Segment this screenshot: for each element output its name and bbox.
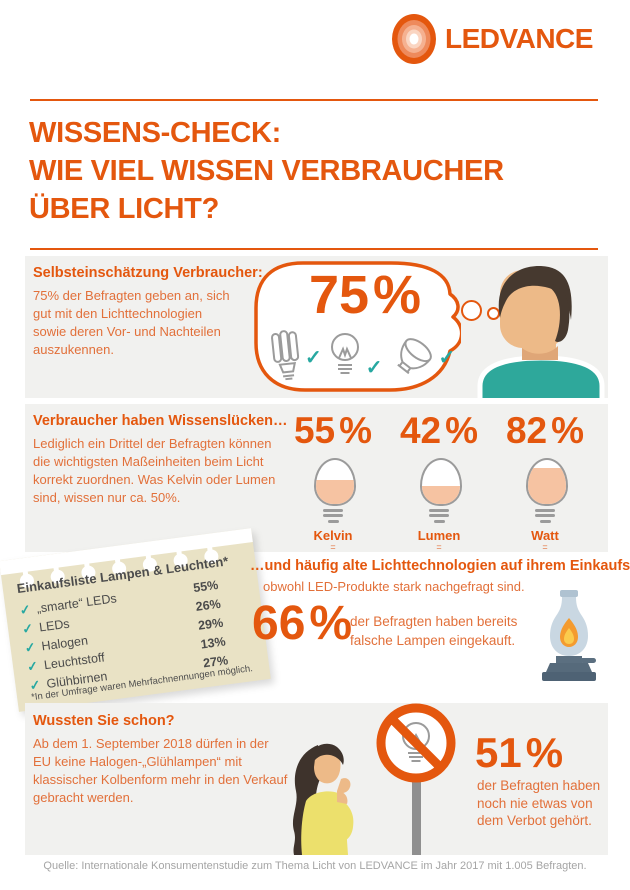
stat-kelvin: 55% Kelvin = Farbtemperatur xyxy=(275,410,391,552)
section1-body: 75% der Befragten geben an, sich gut mit… xyxy=(33,288,230,357)
checkmark-icon: ✓ xyxy=(305,347,322,369)
section-self-assessment: Selbsteinschätzung Verbraucher: 75% der … xyxy=(25,256,608,398)
title-divider xyxy=(30,248,598,250)
check-icon: ✓ xyxy=(21,619,34,637)
check-icon: ✓ xyxy=(23,638,37,656)
section-knowledge-gaps: Verbraucher haben Wissenslücken… Ledigli… xyxy=(25,404,608,552)
stat-meaning: Farbtemperatur xyxy=(275,552,391,553)
woman-illustration xyxy=(292,743,354,855)
thought-trail-circle xyxy=(487,307,500,320)
man-illustration xyxy=(477,265,605,398)
stat-value: 42% xyxy=(399,410,479,451)
check-icon: ✓ xyxy=(18,601,32,618)
bulb-gauge-icon xyxy=(420,458,462,523)
logo-wordmark: LEDVANCE xyxy=(445,23,593,54)
section2-heading: Verbraucher haben Wissenslücken… xyxy=(33,413,288,429)
section4-body: Ab dem 1. September 2018 dürfen in der E… xyxy=(33,736,288,805)
stat-unit: Watt xyxy=(531,527,559,543)
section3-subheading: obwohl LED-Produkte stark nachgefragt si… xyxy=(263,579,525,594)
stat-watt: 82% Watt = Energieverbrauch xyxy=(487,410,603,552)
stat-51-percent: 51% xyxy=(475,729,564,776)
check-icon: ✓ xyxy=(26,657,39,674)
bubble-stat: 75% xyxy=(308,265,422,325)
thought-trail-circle xyxy=(461,300,482,321)
incandescent-bulb-icon xyxy=(330,333,359,374)
source-note: Quelle: Internationale Konsumentenstudie… xyxy=(43,860,587,872)
stat-66-percent: 66% xyxy=(252,597,353,650)
bulb-gauge-icon xyxy=(314,458,356,523)
sign-pole xyxy=(412,777,421,855)
header-divider xyxy=(30,99,598,101)
oil-lamp-icon xyxy=(542,590,596,681)
shopping-list-note: Einkaufsliste Lampen & Leuchten* ✓ „smar… xyxy=(0,528,271,712)
checkmark-icon: ✓ xyxy=(438,347,456,369)
section1-heading: Selbsteinschätzung Verbraucher: xyxy=(33,265,263,281)
checkmark-icon: ✓ xyxy=(365,357,383,379)
stat-unit: Lumen xyxy=(417,527,461,543)
stat-lumen: 42% Lumen = Lichtstrom xyxy=(381,410,497,552)
stat-unit: Kelvin xyxy=(313,527,353,543)
title-line-3: ÜBER LICHT? xyxy=(29,193,220,225)
stat-meaning: Lichtstrom xyxy=(381,552,497,553)
bulb-ban-sign xyxy=(376,703,456,855)
section-did-you-know: Wussten Sie schon? Ab dem 1. September 2… xyxy=(25,703,608,855)
bulb-gauge-icon xyxy=(526,458,568,523)
spot-lamp-icon xyxy=(396,338,432,375)
stat-meaning: Energieverbrauch xyxy=(487,552,603,553)
thought-bubble xyxy=(254,261,461,392)
stat-value: 55% xyxy=(293,410,373,451)
cfl-bulb-icon xyxy=(271,330,300,381)
title-line-2: WIE VIEL WISSEN VERBRAUCHER xyxy=(29,155,504,187)
ledvance-logo: LEDVANCE xyxy=(390,12,593,66)
logo-rings-icon xyxy=(392,14,436,64)
title-line-1: WISSENS-CHECK: xyxy=(29,117,281,149)
section4-heading: Wussten Sie schon? xyxy=(33,713,175,729)
stat-value: 82% xyxy=(505,410,585,451)
page-title: WISSENS-CHECK: WIE VIEL WISSEN VERBRAUCH… xyxy=(29,114,504,228)
stat-51-text: der Befragten haben noch nie etwas von d… xyxy=(477,778,601,828)
lamp-type-icons: ✓ ✓ ✓ xyxy=(271,330,455,382)
stat-66-text: der Befragten haben bereits falsche Lamp… xyxy=(350,614,518,648)
section2-body: Lediglich ein Drittel der Befragten könn… xyxy=(33,436,276,505)
section3-heading: …und häufig alte Lichttechnologien auf i… xyxy=(250,558,630,574)
